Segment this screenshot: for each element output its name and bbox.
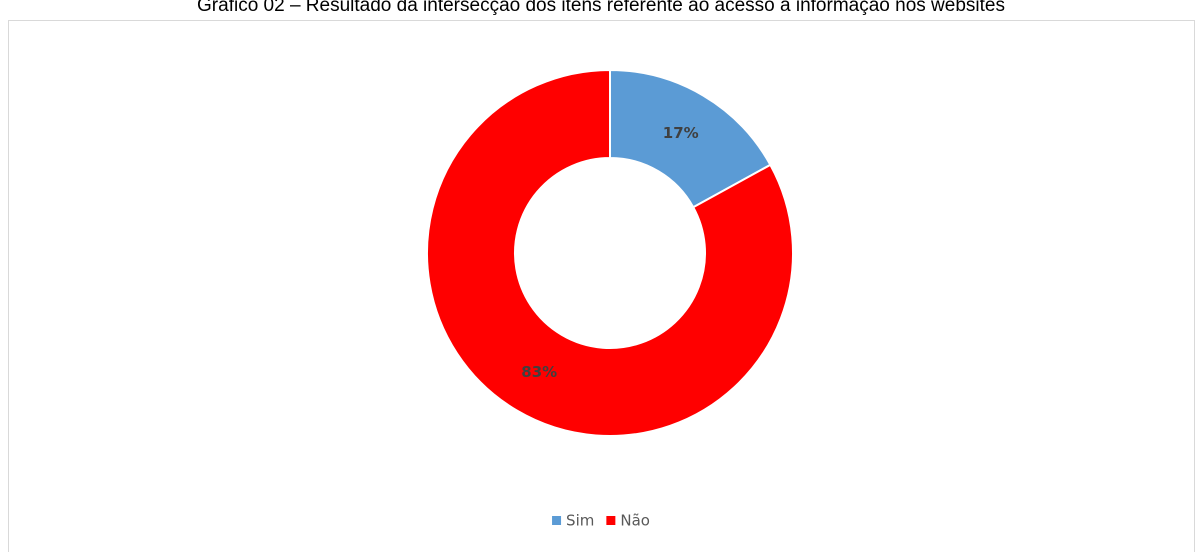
donut-segment — [609, 68, 772, 209]
donut-segment — [426, 68, 794, 437]
chart-title: Gráfico 02 – Resultado da intersecção do… — [197, 0, 1005, 16]
data-label: 83% — [521, 363, 557, 381]
data-label: 17% — [663, 124, 699, 142]
legend-swatch — [552, 516, 562, 525]
legend-label: Não — [620, 512, 650, 530]
legend-swatch — [606, 516, 616, 525]
legend-label: Sim — [566, 512, 594, 530]
